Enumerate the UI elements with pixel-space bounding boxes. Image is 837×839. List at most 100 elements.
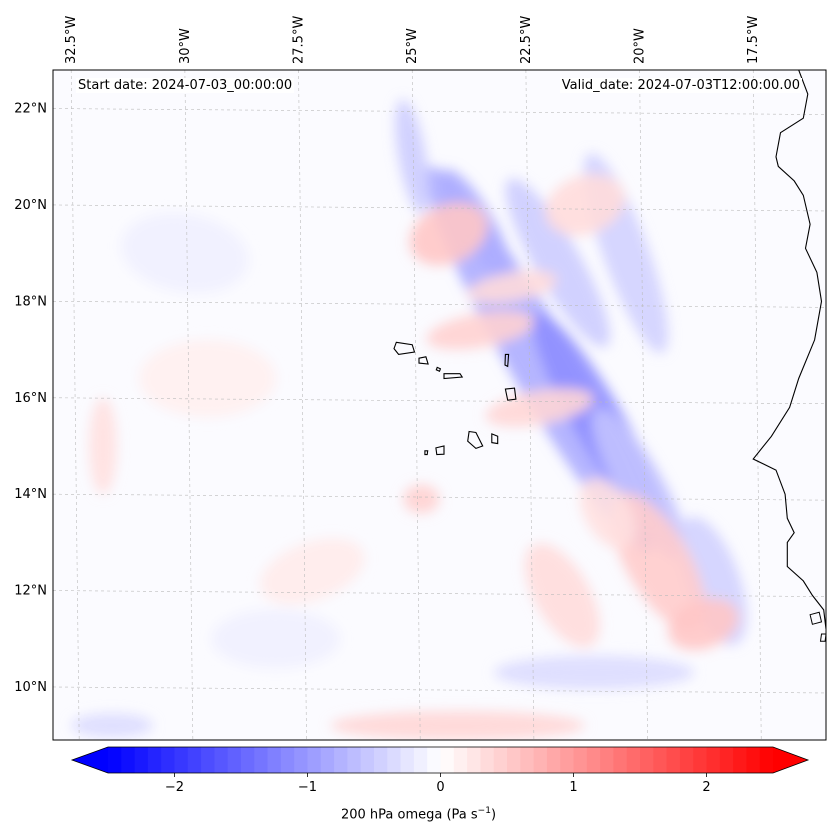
colorbar-segment bbox=[320, 747, 335, 773]
latitude-tick-label: 20°N bbox=[14, 198, 47, 213]
longitude-gridline bbox=[639, 70, 648, 740]
colorbar-label-text: 200 hPa omega (Pa s bbox=[340, 807, 478, 823]
colorbar-segment bbox=[573, 747, 588, 773]
colorbar-segment bbox=[254, 747, 269, 773]
colorbar-segment bbox=[759, 747, 774, 773]
coastal-island-outline bbox=[809, 611, 823, 625]
colorbar: −2 −1 0 1 2 bbox=[70, 746, 810, 795]
island-outline bbox=[435, 445, 445, 456]
field-feature bbox=[403, 484, 440, 514]
island-outline bbox=[393, 341, 416, 355]
longitude-tick-label: 27.5°W bbox=[292, 16, 307, 64]
colorbar-tick-label: 0 bbox=[436, 780, 444, 795]
colorbar-segment bbox=[227, 747, 242, 773]
longitude-tick-label: 25°W bbox=[405, 28, 420, 64]
colorbar-segment bbox=[679, 747, 694, 773]
colorbar-segment bbox=[187, 747, 202, 773]
colorbar-segment bbox=[653, 747, 668, 773]
latitude-gridline bbox=[53, 301, 826, 308]
longitude-tick-label: 30°W bbox=[178, 28, 193, 64]
colorbar-label-exponent: −1 bbox=[477, 806, 491, 816]
colorbar-segment bbox=[467, 747, 481, 773]
island-outline bbox=[504, 353, 510, 368]
field-feature bbox=[485, 388, 594, 427]
colorbar-segment bbox=[267, 747, 282, 773]
colorbar-tick-label: 2 bbox=[702, 780, 710, 795]
colorbar-segment bbox=[733, 747, 747, 773]
colorbar-segment bbox=[586, 747, 601, 773]
colorbar-segment bbox=[693, 747, 707, 773]
colorbar-outline bbox=[70, 746, 810, 774]
colorbar-segment bbox=[121, 747, 136, 773]
latitude-gridline bbox=[53, 590, 826, 597]
field-feature bbox=[212, 609, 340, 668]
colorbar-segment bbox=[108, 747, 122, 773]
field-feature bbox=[494, 655, 695, 690]
colorbar-segment bbox=[600, 747, 614, 773]
colorbar-segment bbox=[706, 747, 721, 773]
omega-field bbox=[71, 99, 747, 740]
colorbar-label-close: ) bbox=[490, 807, 497, 823]
latitude-gridline bbox=[53, 397, 826, 405]
field-feature bbox=[426, 311, 535, 350]
colorbar-segment bbox=[307, 747, 322, 773]
longitude-labels: 32.5°W 30°W 27.5°W 25°W 22.5°W 20°W 17.5°W bbox=[64, 16, 761, 64]
latitude-gridline bbox=[53, 493, 826, 501]
field-feature bbox=[545, 174, 625, 236]
field-feature bbox=[139, 339, 276, 418]
longitude-gridline bbox=[752, 70, 762, 740]
colorbar-extend-high bbox=[773, 747, 808, 773]
colorbar-tick-label: −1 bbox=[298, 780, 317, 795]
longitude-gridline bbox=[298, 70, 307, 740]
island-outline bbox=[424, 450, 429, 456]
colorbar-segment bbox=[507, 747, 521, 773]
longitude-gridline bbox=[411, 70, 421, 740]
colorbar-segment bbox=[666, 747, 681, 773]
colorbar-segment bbox=[440, 747, 455, 773]
map-area bbox=[53, 70, 826, 740]
field-feature bbox=[505, 178, 610, 348]
colorbar-segment bbox=[427, 747, 441, 773]
colorbar-segment bbox=[241, 747, 255, 773]
colorbar-segment bbox=[613, 747, 628, 773]
colorbar-segment bbox=[360, 747, 375, 773]
colorbar-tick-label: −2 bbox=[165, 780, 184, 795]
colorbar-segment bbox=[214, 747, 229, 773]
colorbar-segment bbox=[493, 747, 508, 773]
colorbar-segment bbox=[334, 747, 348, 773]
field-feature bbox=[121, 213, 248, 293]
colorbar-segment bbox=[161, 747, 175, 773]
longitude-tick-label: 20°W bbox=[633, 28, 648, 64]
colorbar-segment bbox=[719, 747, 734, 773]
island-outline bbox=[418, 356, 429, 365]
island-outline bbox=[491, 433, 499, 445]
longitude-tick-label: 32.5°W bbox=[64, 16, 79, 64]
valid-date-label: Valid_date: 2024-07-03T12:00:00.00 bbox=[559, 78, 802, 93]
field-feature bbox=[409, 202, 488, 266]
latitude-labels: 10°N 12°N 14°N 16°N 18°N 20°N 22°N bbox=[14, 102, 47, 695]
colorbar-segment bbox=[347, 747, 362, 773]
latitude-tick-label: 22°N bbox=[14, 102, 47, 117]
island-outline bbox=[443, 373, 464, 380]
colorbar-segment bbox=[480, 747, 495, 773]
field-feature bbox=[71, 713, 154, 738]
latitude-gridline bbox=[53, 108, 826, 115]
longitude-tick-label: 17.5°W bbox=[746, 16, 761, 64]
colorbar-segment bbox=[533, 747, 548, 773]
island-outline bbox=[435, 366, 442, 373]
colorbar-segment bbox=[134, 747, 149, 773]
colorbar-label: 200 hPa omega (Pa s−1) bbox=[0, 806, 837, 822]
colorbar-segment bbox=[413, 747, 428, 773]
longitude-gridline bbox=[70, 70, 80, 740]
latitude-tick-label: 14°N bbox=[14, 487, 47, 502]
field-feature bbox=[580, 478, 636, 549]
field-feature bbox=[330, 711, 586, 740]
longitude-gridline bbox=[184, 70, 194, 740]
colorbar-segment bbox=[374, 747, 388, 773]
island-outline bbox=[467, 430, 484, 450]
colorbar-segment bbox=[453, 747, 468, 773]
latitude-gridline bbox=[53, 686, 826, 694]
colorbar-segment bbox=[201, 747, 215, 773]
colorbar-tick-label: 1 bbox=[569, 780, 577, 795]
colorbar-segment bbox=[174, 747, 189, 773]
